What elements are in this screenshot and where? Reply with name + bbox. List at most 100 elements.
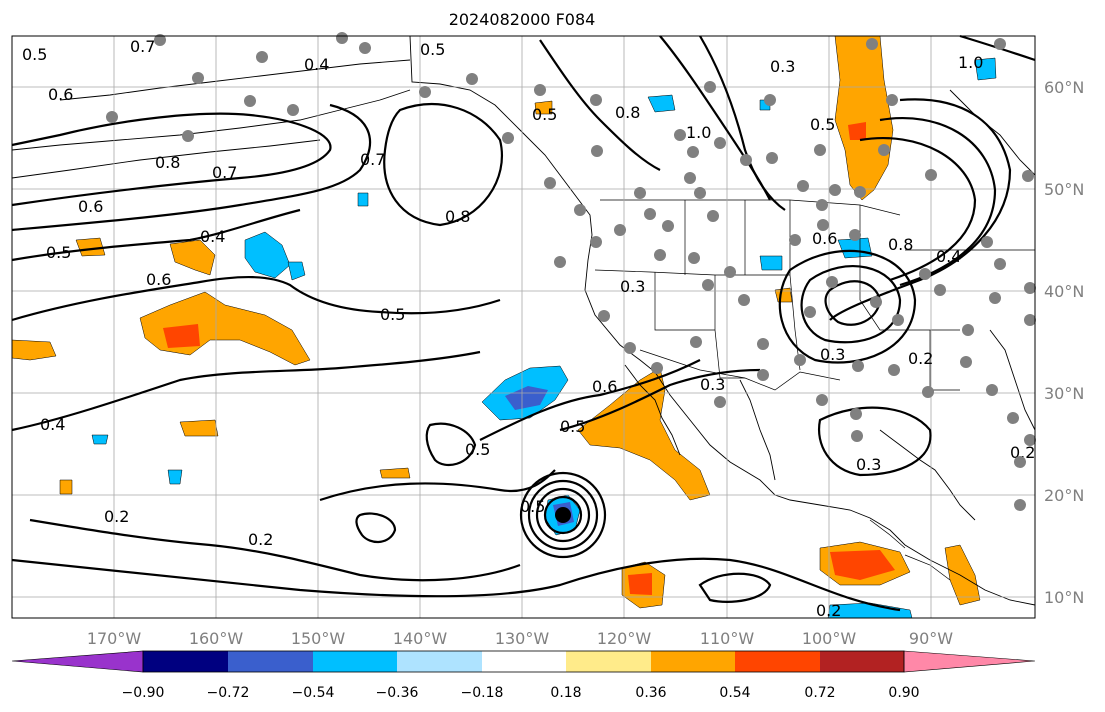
negative-anomaly-region: [244, 231, 291, 279]
negative-anomaly-region: [759, 255, 783, 271]
station-marker: [598, 310, 610, 322]
negative-anomaly-region: [167, 469, 183, 485]
contour-label: 0.3: [820, 345, 845, 364]
station-marker: [590, 236, 602, 248]
positive-anomaly-region: [179, 419, 219, 437]
station-marker: [244, 95, 256, 107]
lon-label: 120°W: [597, 629, 652, 648]
station-marker: [922, 386, 934, 398]
station-marker: [962, 324, 974, 336]
station-marker: [1024, 314, 1036, 326]
station-marker: [662, 220, 674, 232]
station-marker: [817, 219, 829, 231]
contour-label: 0.5: [532, 105, 557, 124]
positive-anomaly-region: [379, 467, 411, 479]
colorbar-tick-label: 0.36: [635, 685, 666, 701]
contour-label: 0.6: [812, 229, 837, 248]
colorbar-tick-label: 0.72: [804, 685, 835, 701]
station-marker: [849, 229, 861, 241]
positive-anomaly-region: [59, 479, 73, 495]
station-marker: [994, 258, 1006, 270]
low-pressure-center-marker: [555, 507, 571, 523]
station-marker: [797, 180, 809, 192]
station-marker: [826, 276, 838, 288]
station-marker: [702, 279, 714, 291]
station-marker: [892, 314, 904, 326]
station-marker: [192, 72, 204, 84]
colorbar-segment: [482, 651, 566, 672]
colorbar-segment: [820, 651, 904, 672]
station-marker: [704, 81, 716, 93]
colorbar-tick-label: 0.18: [550, 685, 581, 701]
contour-label: 0.3: [620, 277, 645, 296]
positive-anomaly-region: [577, 367, 711, 501]
station-marker: [654, 249, 666, 261]
contour-label: 0.4: [936, 247, 961, 266]
colorbar-ticks: −0.90 −0.72 −0.54 −0.36 −0.18 0.18 0.36 …: [122, 685, 920, 701]
colorbar-segment: [566, 651, 651, 672]
positive-anomaly-region: [169, 239, 216, 276]
contour-label: 0.5: [22, 45, 47, 64]
colorbar: −0.90 −0.72 −0.54 −0.36 −0.18 0.18 0.36 …: [11, 650, 1036, 701]
station-marker: [888, 364, 900, 376]
station-marker: [534, 84, 546, 96]
colorbar-tick-label: 0.90: [888, 685, 919, 701]
station-marker: [1014, 499, 1026, 511]
latitude-labels: 60°N 50°N 40°N 30°N 20°N 10°N: [1044, 78, 1084, 607]
station-marker: [925, 169, 937, 181]
station-marker: [714, 396, 726, 408]
colorbar-tick-label: −0.36: [376, 685, 419, 701]
lon-label: 170°W: [87, 629, 142, 648]
station-marker: [816, 199, 828, 211]
station-marker: [994, 38, 1006, 50]
station-marker: [690, 336, 702, 348]
contour-label: 0.2: [816, 601, 841, 620]
colorbar-segment: [313, 651, 397, 672]
station-marker: [829, 184, 841, 196]
contour-label: 0.7: [360, 150, 385, 169]
contour-label: 1.0: [686, 123, 711, 142]
station-marker: [764, 94, 776, 106]
contour-label: 0.5: [810, 115, 835, 134]
colorbar-segment: [397, 651, 482, 672]
station-marker: [688, 252, 700, 264]
station-marker: [684, 172, 696, 184]
station-marker: [1014, 456, 1026, 468]
contour-label: 0.7: [130, 37, 155, 56]
contour-label: 0.6: [592, 377, 617, 396]
contour-label: 0.5: [520, 497, 545, 516]
contour-label: 0.3: [856, 455, 881, 474]
colorbar-segment: [651, 651, 735, 672]
contour-label: 0.3: [700, 375, 725, 394]
colorbar-frame: [142, 650, 905, 673]
contour-label: 0.8: [888, 235, 913, 254]
station-marker: [851, 430, 863, 442]
station-marker: [674, 129, 686, 141]
station-marker: [359, 42, 371, 54]
station-marker: [789, 234, 801, 246]
station-marker: [614, 224, 626, 236]
colorbar-segment: [143, 651, 228, 672]
colorbar-segment: [903, 650, 1036, 673]
station-marker: [757, 369, 769, 381]
station-marker: [644, 208, 656, 220]
station-marker: [870, 296, 882, 308]
contour-label: 0.5: [560, 417, 585, 436]
station-marker: [554, 256, 566, 268]
station-marker: [154, 34, 166, 46]
contour-label: 0.6: [48, 85, 73, 104]
station-marker: [724, 266, 736, 278]
lat-label: 60°N: [1044, 78, 1084, 97]
colorbar-tick-label: −0.54: [292, 685, 335, 701]
negative-anomaly-region: [505, 386, 548, 410]
positive-anomaly-region: [834, 35, 894, 201]
contour-label: 0.5: [380, 305, 405, 324]
contour-label: 0.2: [908, 349, 933, 368]
negative-anomaly-region: [287, 261, 306, 281]
map-title: 2024082000 F084: [449, 10, 596, 29]
positive-anomaly-region: [848, 122, 866, 140]
station-marker: [757, 338, 769, 350]
colorbar-segment: [735, 651, 820, 672]
lon-label: 130°W: [495, 629, 550, 648]
positive-anomaly-region: [774, 287, 793, 303]
